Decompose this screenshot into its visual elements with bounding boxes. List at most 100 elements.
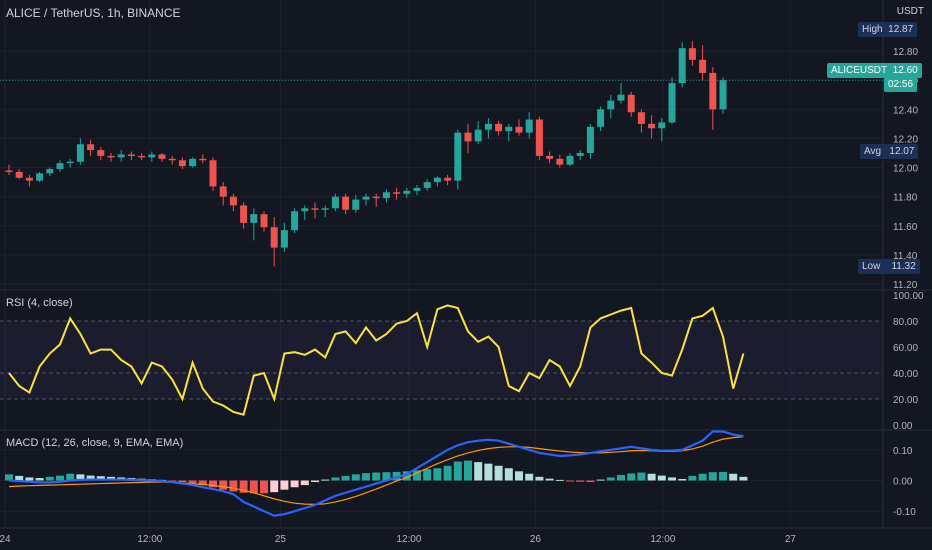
- candle-body: [709, 72, 717, 110]
- macd-histogram-bar: [566, 480, 574, 482]
- price-tick-label: 11.80: [893, 193, 918, 204]
- high-tag: High 12.87: [858, 22, 918, 37]
- last-price-tag: ALICEUSDT 12.60: [827, 63, 922, 78]
- price-tick-label: 11.20: [893, 280, 918, 291]
- macd-histogram-bar: [678, 478, 687, 481]
- symbol-name: ALICEUSDT: [831, 65, 888, 76]
- last-price-value: 12.60: [892, 65, 918, 76]
- candle-body: [291, 211, 299, 231]
- time-tick-label: 12:00: [137, 534, 162, 545]
- price-tick-label: 12.80: [893, 47, 918, 58]
- macd-histogram-bar: [290, 480, 299, 488]
- rsi-label[interactable]: RSI (4, close): [6, 297, 73, 309]
- candle-body: [117, 154, 125, 158]
- price-axis[interactable]: 12.80 12.60 12.40 12.20 12.00 11.80 11.60 11.40…: [893, 47, 924, 518]
- macd-tick-label: 0.00: [893, 477, 913, 488]
- macd-histogram-bar: [341, 475, 350, 481]
- candle-body: [576, 152, 584, 156]
- high-label: High: [862, 24, 883, 35]
- candle-body: [627, 94, 635, 113]
- macd-histogram-bar: [249, 480, 258, 494]
- rsi-line: [8, 304, 745, 416]
- macd-histogram-bar: [525, 473, 534, 481]
- macd-histogram-bar: [56, 475, 64, 481]
- candle-body: [515, 126, 523, 133]
- macd-signal-line: [8, 436, 744, 506]
- macd-histogram-bar: [392, 471, 401, 481]
- macd-histogram-bar: [413, 470, 421, 481]
- macd-histogram-bar: [331, 477, 340, 481]
- candle-body: [240, 205, 248, 223]
- candle-body: [648, 123, 656, 129]
- macd-histogram-bar: [219, 480, 228, 490]
- candle-body: [229, 196, 237, 206]
- macd-histogram-bar: [311, 480, 319, 483]
- candle-body: [699, 59, 707, 73]
- macd-histogram-bar: [239, 480, 248, 493]
- time-tick-label: 27: [785, 534, 797, 545]
- macd-histogram-bar: [688, 475, 697, 481]
- low-tag: Low 11.32: [858, 259, 920, 274]
- macd-histogram-bar: [270, 480, 279, 493]
- macd-main-line: [8, 430, 744, 517]
- low-label: Low: [862, 261, 881, 272]
- low-value: 11.32: [891, 261, 916, 272]
- macd-histogram-bar: [198, 480, 207, 486]
- candle-body: [658, 122, 666, 129]
- candle-body: [403, 190, 411, 194]
- candle-body: [199, 158, 207, 161]
- time-tick-label: 25: [275, 534, 287, 545]
- candle-body: [76, 144, 84, 162]
- macd-histogram-bar: [433, 468, 442, 481]
- macd-histogram-bar: [423, 469, 432, 481]
- avg-label: Avg: [864, 146, 882, 157]
- macd-histogram-bar: [708, 472, 717, 481]
- macd-histogram-bar: [209, 480, 217, 488]
- candle-body: [372, 196, 380, 199]
- candle-body: [362, 196, 370, 200]
- macd-histogram-bar: [606, 477, 615, 481]
- macd-histogram-bar: [657, 475, 666, 481]
- candle-body: [474, 129, 482, 142]
- candle-body: [454, 132, 462, 181]
- rsi-tick-label: 100.00: [893, 291, 924, 302]
- candle-body: [270, 227, 278, 248]
- candle-body: [15, 171, 23, 178]
- macd-histogram-bar: [362, 473, 370, 481]
- macd-histogram-bar: [596, 479, 605, 481]
- candle-body: [56, 163, 64, 170]
- candle-body: [546, 155, 554, 159]
- macd-histogram-bar: [229, 480, 238, 492]
- macd-histogram-bar: [647, 473, 656, 481]
- macd-label[interactable]: MACD (12, 26, close, 9, EMA, EMA): [6, 437, 184, 449]
- macd-histogram-bar: [300, 480, 309, 486]
- macd-histogram-bar: [260, 480, 268, 494]
- price-tick-label: 11.60: [893, 222, 918, 233]
- macd-histogram-bar: [464, 460, 472, 481]
- macd-histogram-bar: [474, 462, 483, 481]
- macd-histogram-bar: [188, 480, 197, 483]
- macd-histogram-bar: [35, 478, 44, 481]
- macd-histogram-bar: [504, 468, 513, 481]
- macd-histogram-bar: [637, 472, 646, 481]
- macd-histogram-bar: [555, 479, 564, 481]
- candle-body: [423, 182, 431, 188]
- candle-body: [382, 192, 390, 199]
- candle-body: [331, 196, 339, 209]
- candle-body: [535, 119, 543, 156]
- candle-body: [668, 83, 676, 123]
- macd-tick-label: 0.10: [893, 446, 913, 457]
- price-tick-label: 11.40: [893, 251, 918, 262]
- currency-label: USDT: [896, 6, 924, 17]
- rsi-tick-label: 20.00: [893, 395, 918, 406]
- symbol-title[interactable]: ALICE / TetherUS, 1h, BINANCE: [6, 6, 181, 20]
- candle-body: [342, 196, 350, 210]
- macd-histogram-bar: [535, 476, 544, 481]
- candle-body: [464, 132, 472, 142]
- rsi-tick-label: 60.00: [893, 343, 918, 354]
- rsi-tick-label: 80.00: [893, 317, 918, 328]
- time-axis[interactable]: 24 12:00 25 12:00 26 12:00 27: [0, 534, 796, 545]
- candle-body: [250, 214, 258, 223]
- macd-histogram-bar: [729, 473, 738, 481]
